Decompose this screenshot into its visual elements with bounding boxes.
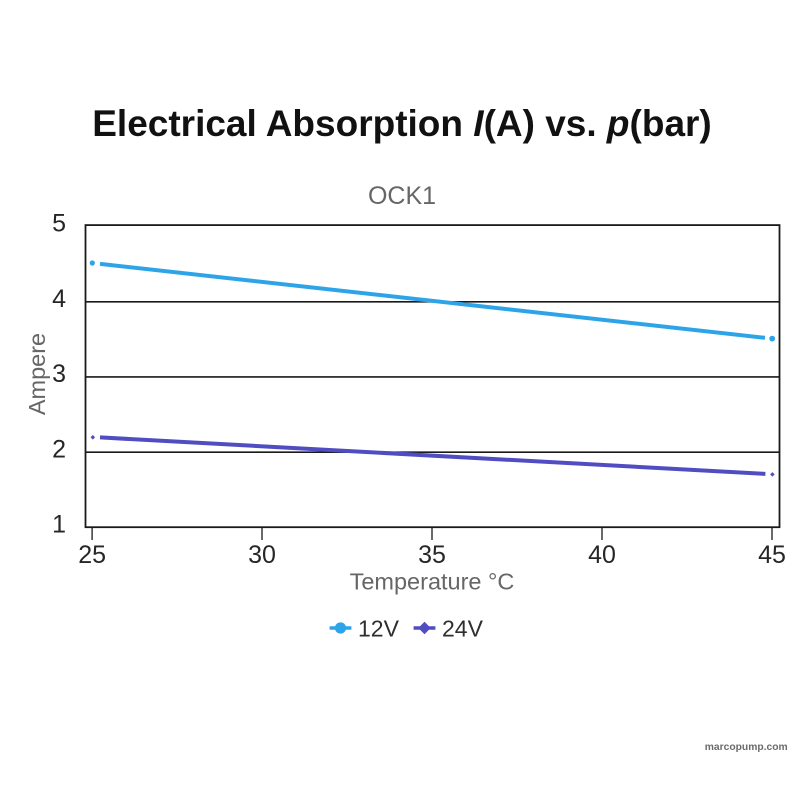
svg-text:Ampere: Ampere: [24, 333, 50, 415]
svg-text:4: 4: [52, 285, 66, 313]
svg-text:24V: 24V: [442, 615, 484, 641]
svg-text:40: 40: [588, 541, 616, 569]
svg-text:30: 30: [248, 541, 276, 569]
svg-text:12V: 12V: [358, 615, 400, 641]
svg-text:OCK1: OCK1: [368, 182, 436, 210]
svg-text:25: 25: [78, 541, 106, 569]
svg-text:3: 3: [52, 360, 66, 388]
svg-text:Temperature °C: Temperature °C: [350, 569, 515, 595]
svg-text:5: 5: [52, 210, 66, 238]
svg-text:Electrical Absorption I(A) vs.: Electrical Absorption I(A) vs. p(bar): [92, 103, 712, 144]
svg-text:45: 45: [758, 541, 786, 569]
svg-text:marcopump.com: marcopump.com: [705, 742, 788, 753]
svg-text:2: 2: [52, 435, 66, 463]
svg-text:1: 1: [52, 510, 66, 538]
svg-text:35: 35: [418, 541, 446, 569]
